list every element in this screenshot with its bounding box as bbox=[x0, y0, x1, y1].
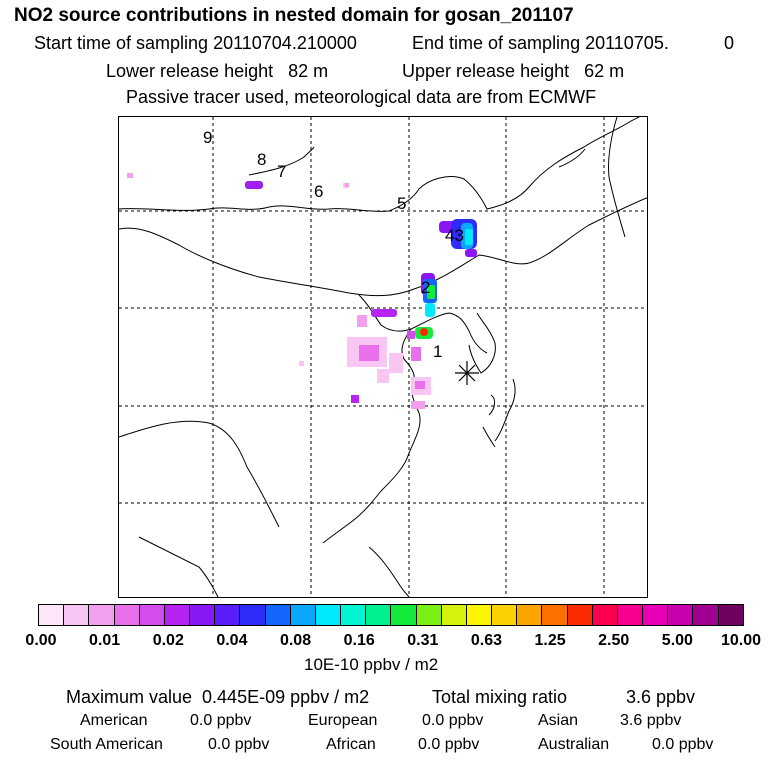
colorbar-segment bbox=[492, 605, 518, 625]
source-name-african: African bbox=[326, 736, 376, 753]
source-label-6: 6 bbox=[314, 182, 323, 201]
source-value-south-american: 0.0 ppbv bbox=[208, 736, 270, 753]
source-labels: 9 8 7 6 5 43 2 1 bbox=[203, 128, 464, 361]
colorbar-segment bbox=[542, 605, 568, 625]
colorbar-segment bbox=[290, 605, 316, 625]
source-value-african: 0.0 ppbv bbox=[418, 736, 480, 753]
colorbar-segment bbox=[39, 605, 65, 625]
colorbar-segment bbox=[64, 605, 90, 625]
colorbar-tick-label: 5.00 bbox=[661, 632, 693, 649]
end-time-label: End time of sampling 20110705. bbox=[412, 33, 669, 53]
source-name-south-american: South American bbox=[50, 736, 163, 753]
colorbar-segment bbox=[366, 605, 392, 625]
colorbar-segment bbox=[114, 605, 140, 625]
colorbar-segment bbox=[617, 605, 644, 625]
colorbar-segment bbox=[265, 605, 291, 625]
colorbar-tick-label: 0.31 bbox=[407, 632, 439, 649]
colorbar-segment bbox=[190, 605, 216, 625]
colorbar-segment bbox=[441, 605, 467, 625]
colorbar-tick-label: 0.00 bbox=[25, 632, 57, 649]
source-label-5: 5 bbox=[397, 194, 406, 213]
source-name-asian: Asian bbox=[538, 712, 579, 729]
colorbar-segment bbox=[341, 605, 367, 625]
source-label-1: 1 bbox=[433, 342, 442, 361]
colorbar-segment bbox=[517, 605, 543, 625]
colorbar-segment bbox=[466, 605, 493, 625]
colorbar-segment bbox=[416, 605, 442, 625]
colorbar bbox=[38, 604, 744, 626]
colorbar-segment bbox=[592, 605, 618, 625]
coastlines bbox=[119, 117, 647, 597]
colorbar-segment bbox=[89, 605, 115, 625]
source-name-australian: Australian bbox=[538, 736, 610, 753]
source-label-8: 8 bbox=[257, 150, 266, 169]
total-mixing-ratio-value: 3.6 ppbv bbox=[626, 687, 696, 707]
colorbar-tick-label: 0.08 bbox=[279, 632, 312, 649]
source-label-2: 2 bbox=[421, 278, 430, 297]
colorbar-segment bbox=[139, 605, 165, 625]
colorbar-tick-label: 10.00 bbox=[720, 632, 762, 649]
asterisk-icon bbox=[455, 361, 479, 385]
page-title: NO2 source contributions in nested domai… bbox=[14, 5, 574, 26]
colorbar-segment bbox=[164, 605, 191, 625]
colorbar-segment bbox=[668, 605, 694, 625]
lower-release-height: Lower release height 82 m bbox=[106, 61, 329, 81]
start-time-label: Start time of sampling 20110704.210000 bbox=[34, 33, 357, 53]
source-label-43: 43 bbox=[445, 226, 464, 245]
tracer-plumes bbox=[127, 173, 477, 409]
upper-release-height: Upper release height 62 m bbox=[402, 61, 625, 81]
colorbar-tick-label: 0.02 bbox=[152, 632, 184, 649]
colorbar-tick-label: 2.50 bbox=[598, 632, 630, 649]
maximum-value: Maximum value 0.445E-09 ppbv / m2 bbox=[66, 687, 370, 707]
colorbar-segment bbox=[315, 605, 342, 625]
source-name-european: European bbox=[308, 712, 378, 729]
colorbar-units: 10E-10 ppbv / m2 bbox=[304, 655, 439, 674]
total-mixing-ratio-label: Total mixing ratio bbox=[432, 687, 568, 707]
tracer-note: Passive tracer used, meteorological data… bbox=[126, 87, 597, 107]
map-panel: 9 8 7 6 5 43 2 1 bbox=[118, 116, 648, 598]
source-value-asian: 3.6 ppbv bbox=[620, 712, 682, 729]
source-value-american: 0.0 ppbv bbox=[190, 712, 252, 729]
colorbar-segment bbox=[718, 605, 743, 625]
source-value-european: 0.0 ppbv bbox=[422, 712, 484, 729]
colorbar-segment bbox=[643, 605, 669, 625]
colorbar-tick-label: 1.25 bbox=[534, 632, 566, 649]
source-label-7: 7 bbox=[277, 162, 286, 181]
colorbar-tick-label: 0.04 bbox=[216, 632, 248, 649]
source-value-australian: 0.0 ppbv bbox=[652, 736, 714, 753]
colorbar-tick-label: 0.16 bbox=[343, 632, 375, 649]
end-time-suffix: 0 bbox=[724, 33, 735, 53]
colorbar-segment bbox=[567, 605, 593, 625]
colorbar-segment bbox=[693, 605, 719, 625]
source-name-american: American bbox=[80, 712, 148, 729]
colorbar-segment bbox=[240, 605, 266, 625]
colorbar-tick-label: 0.01 bbox=[89, 632, 121, 649]
colorbar-tick-label: 0.63 bbox=[470, 632, 503, 649]
map-canvas: 9 8 7 6 5 43 2 1 bbox=[119, 117, 647, 597]
source-label-9: 9 bbox=[203, 128, 212, 147]
colorbar-segment bbox=[391, 605, 417, 625]
colorbar-segment bbox=[215, 605, 241, 625]
